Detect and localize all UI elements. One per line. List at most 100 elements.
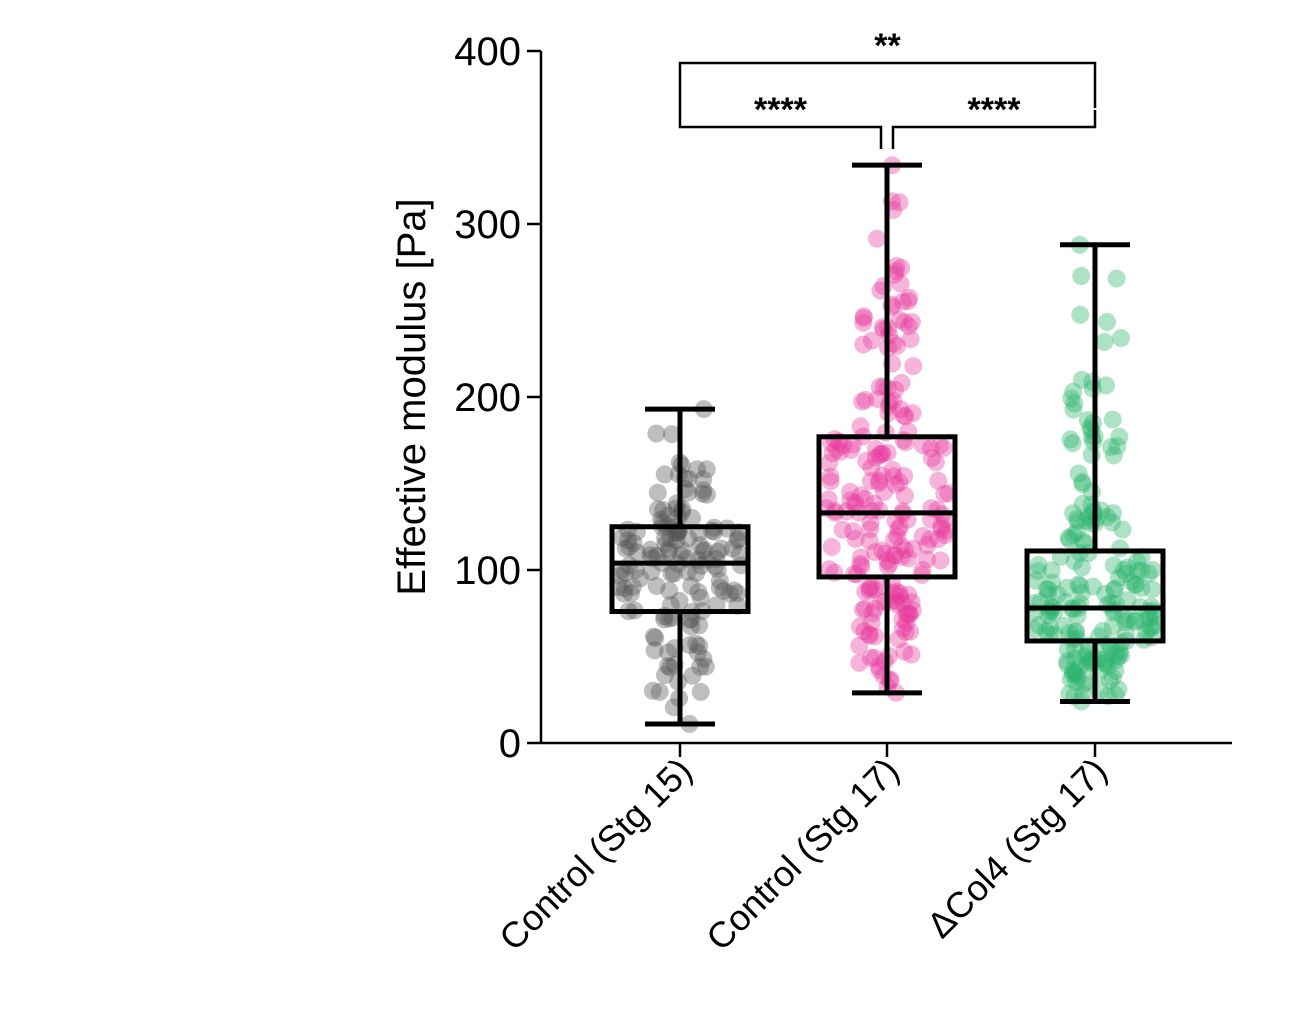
data-point bbox=[861, 649, 880, 667]
data-point bbox=[850, 653, 869, 672]
data-point bbox=[1095, 654, 1114, 673]
data-point bbox=[885, 591, 904, 609]
data-point bbox=[690, 536, 709, 555]
data-point bbox=[897, 614, 916, 632]
data-point bbox=[819, 490, 838, 509]
data-point bbox=[856, 582, 875, 601]
data-point bbox=[1112, 646, 1130, 665]
data-point bbox=[893, 609, 912, 628]
data-point bbox=[865, 494, 884, 513]
data-point bbox=[869, 657, 888, 676]
data-point bbox=[903, 601, 922, 620]
data-point bbox=[866, 543, 885, 562]
data-point bbox=[883, 460, 902, 479]
data-point bbox=[728, 531, 747, 550]
data-point bbox=[892, 258, 911, 277]
data-point bbox=[892, 547, 911, 566]
data-point bbox=[892, 373, 911, 392]
data-point bbox=[696, 657, 715, 676]
data-point bbox=[1072, 267, 1091, 285]
data-point bbox=[866, 599, 885, 618]
data-point bbox=[688, 460, 707, 479]
data-point bbox=[886, 511, 905, 530]
data-point bbox=[932, 517, 951, 536]
data-point bbox=[833, 520, 852, 539]
data-point bbox=[691, 588, 710, 607]
data-point bbox=[901, 330, 920, 349]
data-point bbox=[616, 539, 635, 558]
data-point bbox=[855, 622, 874, 641]
data-point bbox=[1039, 585, 1058, 604]
data-point bbox=[1042, 561, 1061, 580]
significance-bracket bbox=[678, 61, 1097, 108]
data-point bbox=[1126, 575, 1145, 594]
data-point bbox=[932, 520, 951, 538]
data-point bbox=[1078, 643, 1097, 662]
data-point bbox=[827, 439, 846, 458]
data-point bbox=[1069, 512, 1088, 531]
data-point bbox=[1128, 552, 1147, 571]
data-point bbox=[1140, 609, 1159, 627]
data-point bbox=[1065, 649, 1084, 668]
data-point bbox=[1126, 611, 1145, 630]
y-axis-label: Effective modulus [Pa] bbox=[390, 198, 434, 595]
data-point bbox=[655, 610, 674, 629]
data-point bbox=[853, 600, 872, 619]
data-point bbox=[1089, 664, 1108, 683]
data-point bbox=[697, 460, 716, 479]
data-point bbox=[1065, 663, 1084, 682]
data-point bbox=[1043, 573, 1062, 592]
data-point bbox=[1132, 561, 1151, 580]
data-point bbox=[865, 648, 884, 667]
data-point bbox=[891, 400, 910, 419]
data-point bbox=[861, 513, 880, 532]
data-point bbox=[1058, 640, 1077, 659]
data-point bbox=[725, 581, 744, 600]
data-point bbox=[1058, 655, 1077, 674]
data-point bbox=[1109, 647, 1128, 666]
data-point bbox=[1029, 556, 1048, 574]
data-point bbox=[1048, 585, 1067, 604]
data-point bbox=[913, 436, 932, 455]
data-point bbox=[691, 657, 710, 676]
data-point bbox=[896, 622, 915, 641]
data-point bbox=[844, 522, 863, 541]
data-point bbox=[1106, 662, 1125, 680]
data-point bbox=[647, 577, 666, 596]
data-point bbox=[1068, 606, 1087, 625]
data-point bbox=[854, 307, 873, 326]
data-point bbox=[1144, 601, 1163, 620]
data-point bbox=[1075, 675, 1094, 694]
data-point bbox=[823, 444, 842, 463]
data-point bbox=[1104, 504, 1122, 523]
data-point bbox=[665, 564, 683, 583]
data-point bbox=[631, 569, 650, 588]
data-point bbox=[1068, 668, 1087, 687]
data-point bbox=[1107, 269, 1126, 288]
data-point bbox=[918, 536, 937, 555]
data-point bbox=[887, 257, 906, 276]
data-point bbox=[656, 535, 675, 553]
data-point bbox=[890, 517, 909, 536]
data-point bbox=[1067, 522, 1086, 541]
data-point bbox=[870, 661, 889, 680]
data-point bbox=[921, 530, 939, 549]
data-point bbox=[870, 471, 889, 490]
data-point bbox=[895, 313, 914, 332]
data-point bbox=[1067, 509, 1086, 528]
data-point bbox=[820, 454, 839, 473]
data-point bbox=[1083, 372, 1102, 391]
data-point bbox=[1093, 622, 1112, 640]
data-point bbox=[620, 538, 639, 556]
data-point bbox=[900, 605, 919, 624]
data-point bbox=[1066, 639, 1085, 658]
data-point bbox=[850, 636, 869, 655]
data-point bbox=[710, 571, 729, 590]
data-point bbox=[929, 530, 948, 549]
data-point bbox=[878, 443, 897, 462]
data-point bbox=[901, 622, 920, 641]
data-point bbox=[1099, 656, 1118, 675]
data-point bbox=[1060, 623, 1079, 642]
data-point bbox=[898, 604, 917, 623]
data-point bbox=[866, 440, 885, 458]
